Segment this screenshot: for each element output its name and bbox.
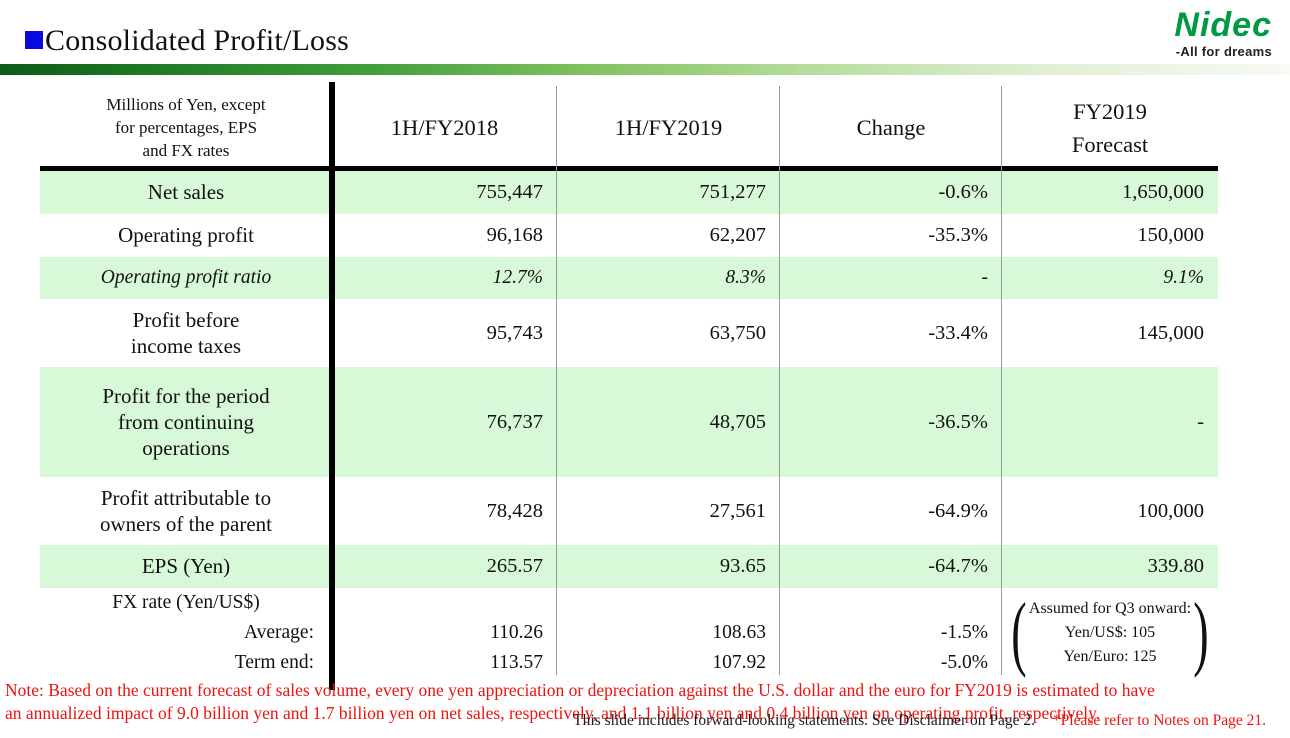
fx-term-end-fy2018: 113.57: [490, 652, 543, 673]
fx-average-fy2019: 108.63: [712, 622, 766, 643]
slide-header: Consolidated Profit/Loss: [25, 24, 349, 57]
column-divider-2: [779, 86, 780, 675]
disclaimer-text: This slide includes forward-looking stat…: [573, 712, 1036, 729]
row-label: Net sales: [147, 180, 225, 205]
label-column-divider-line: [329, 82, 335, 690]
fx-average-label: Average:: [243, 622, 314, 643]
cell-fy2018: 95,743: [486, 321, 543, 344]
cell-fy2019: 62,207: [709, 224, 766, 246]
row-label: Profit before income taxes: [130, 307, 242, 358]
fx-term-end-change: -5.0%: [940, 652, 988, 673]
footer: This slide includes forward-looking stat…: [0, 712, 1266, 730]
cell-fy2018: 12.7%: [492, 267, 543, 288]
table-row-eps: EPS (Yen) 265.57 93.65 -64.7% 339.80: [40, 545, 1218, 588]
cell-fy2019: 751,277: [699, 181, 766, 203]
page-reference-note: *Please refer to Notes on Page 21.: [1052, 712, 1266, 729]
fx-term-end-fy2019: 107.92: [712, 652, 766, 673]
table-row-net-sales: Net sales 755,447 751,277 -0.6% 1,650,00…: [40, 171, 1218, 214]
cell-change: -35.3%: [928, 224, 988, 246]
cell-change: -0.6%: [938, 181, 988, 203]
column-divider-1: [556, 86, 557, 675]
column-divider-3: [1001, 86, 1002, 675]
column-header-fy2019-forecast: FY2019 Forecast: [1071, 98, 1149, 157]
close-paren-glyph: ): [1193, 586, 1209, 680]
row-label: Operating profit ratio: [100, 266, 272, 288]
logo-tagline: -All for dreams: [1175, 44, 1272, 59]
cell-change: -36.5%: [928, 410, 988, 433]
row-label: Operating profit: [118, 223, 254, 248]
table-row-operating-profit: Operating profit 96,168 62,207 -35.3% 15…: [40, 214, 1218, 257]
fx-forecast-assumption-text: Assumed for Q3 onward: Yen/US$: 105 Yen/…: [1028, 600, 1192, 665]
table-row-operating-profit-ratio: Operating profit ratio 12.7% 8.3% - 9.1%: [40, 257, 1218, 299]
row-label: Profit for the period from continuing op…: [102, 383, 270, 461]
corner-label: Millions of Yen, except for percentages,…: [106, 95, 266, 160]
cell-fy2019: 48,705: [709, 410, 766, 433]
cell-change: -64.9%: [928, 499, 988, 522]
cell-fy2019: 93.65: [719, 555, 766, 577]
fx-forecast-assumption: ( Assumed for Q3 onward: Yen/US$: 105 Ye…: [1002, 588, 1218, 678]
profit-loss-table: Millions of Yen, except for percentages,…: [40, 82, 1218, 690]
fx-average-fy2018: 110.26: [490, 622, 543, 643]
row-label: Profit attributable to owners of the par…: [99, 485, 273, 536]
header-divider-line: [40, 166, 1218, 171]
fx-sensitivity-note: Note: Based on the current forecast of s…: [5, 680, 1155, 724]
cell-fy2019: 63,750: [709, 321, 766, 344]
page-title: Consolidated Profit/Loss: [45, 24, 349, 57]
cell-forecast: 100,000: [1137, 499, 1204, 522]
cell-fy2018: 96,168: [486, 224, 543, 246]
title-bullet-icon: [25, 31, 43, 49]
table-row-fx-rate: FX rate (Yen/US$) Average: 110.26 108.63…: [40, 588, 1218, 678]
cell-fy2019: 8.3%: [725, 267, 766, 288]
fx-rate-label: FX rate (Yen/US$): [112, 592, 260, 613]
cell-fy2018: 755,447: [476, 181, 543, 203]
column-header-1h-fy2019: 1H/FY2019: [614, 115, 723, 141]
cell-forecast: 9.1%: [1163, 267, 1204, 288]
column-header-change: Change: [856, 115, 926, 141]
table-row-profit-attributable: Profit attributable to owners of the par…: [40, 477, 1218, 545]
cell-fy2018: 265.57: [486, 555, 543, 577]
cell-forecast: 145,000: [1137, 321, 1204, 344]
cell-change: -33.4%: [928, 321, 988, 344]
cell-fy2018: 76,737: [486, 410, 543, 433]
cell-forecast: 150,000: [1137, 224, 1204, 246]
cell-forecast: 339.80: [1147, 555, 1204, 577]
open-paren-glyph: (: [1011, 586, 1027, 680]
cell-forecast: -: [1197, 410, 1204, 433]
nidec-logo: Nidec -All for dreams: [1174, 8, 1272, 59]
cell-forecast: 1,650,000: [1122, 181, 1204, 203]
row-label: EPS (Yen): [141, 554, 231, 579]
fx-rate-subtable: FX rate (Yen/US$) Average: 110.26 108.63…: [40, 588, 1002, 678]
cell-change: -: [981, 267, 989, 288]
logo-brand-text: Nidec: [1174, 6, 1272, 44]
cell-fy2019: 27,561: [709, 499, 766, 522]
table-row-profit-continuing-operations: Profit for the period from continuing op…: [40, 367, 1218, 477]
accent-gradient-bar: [0, 64, 1290, 75]
table-header-row: Millions of Yen, except for percentages,…: [40, 86, 1218, 171]
cell-change: -64.7%: [928, 555, 988, 577]
fx-term-end-label: Term end:: [234, 652, 314, 673]
fx-average-change: -1.5%: [940, 622, 988, 643]
table-row-profit-before-taxes: Profit before income taxes 95,743 63,750…: [40, 299, 1218, 367]
column-header-1h-fy2018: 1H/FY2018: [390, 115, 499, 141]
cell-fy2018: 78,428: [486, 499, 543, 522]
